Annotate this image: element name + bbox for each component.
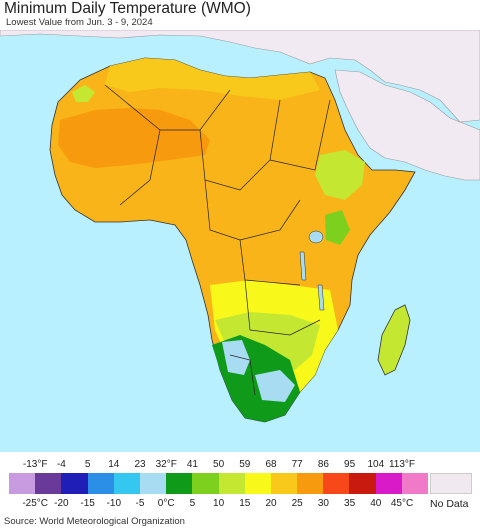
celsius-tick-label: -20 [54,498,69,509]
sahara-region [105,58,320,100]
fahrenheit-tick-label: 86 [317,459,329,470]
cold-south-africa [255,370,295,402]
celsius-tick-label: 45°C [390,498,414,509]
fahrenheit-tick-label: 95 [344,459,356,470]
color-scale-bar [9,473,428,494]
madagascar [377,304,411,376]
fahrenheit-tick-label: 23 [134,459,146,470]
legend-swatch [349,473,376,494]
fahrenheit-tick-label: 59 [239,459,251,470]
fahrenheit-tick-label: 41 [186,459,198,470]
celsius-tick-label: -25°C [22,498,49,509]
no-data-label: No Data [430,498,469,510]
legend-swatch [401,473,428,494]
legend-swatch [87,473,114,494]
fahrenheit-tick-label: -4 [56,459,66,470]
europe-landmass [0,30,480,123]
cooler-atlas [72,85,95,102]
celsius-tick-label: 5 [189,498,196,509]
fahrenheit-tick-label: 14 [108,459,120,470]
legend-swatch [61,473,88,494]
legend-swatch [9,473,36,494]
map-title: Minimum Daily Temperature (WMO) [4,0,251,17]
celsius-tick-label: 20 [265,498,277,509]
fahrenheit-tick-label: 5 [84,459,91,470]
legend-swatch [270,473,298,494]
map-subtitle: Lowest Value from Jun. 3 - 9, 2024 [6,17,153,28]
legend-swatch [218,473,245,494]
legend-swatch [113,473,140,494]
celsius-tick-label: 35 [344,498,356,509]
kenya-highlands [325,210,350,245]
celsius-tick-label: 15 [239,498,251,509]
celsius-tick-label: 0°C [157,498,175,509]
celsius-tick-label: 40 [370,498,382,509]
source-credit: Source: World Meteorological Organizatio… [4,516,185,527]
cold-namibia [222,340,250,375]
arabia-landmass [334,69,480,181]
ethiopia-highlands [315,150,365,200]
lake-victoria [308,230,324,244]
celsius-tick-label: 30 [317,498,329,509]
legend-swatch [139,473,167,494]
celsius-tick-label: -5 [135,498,145,509]
fahrenheit-tick-label: 50 [213,459,225,470]
fahrenheit-tick-label: 104 [367,459,385,470]
warm-west-sahara [58,108,210,168]
legend-swatch [166,473,193,494]
fahrenheit-tick-label: 113°F [388,459,416,470]
celsius-tick-label: 25 [291,498,303,509]
legend-swatch [323,473,350,494]
legend-swatch [35,473,62,494]
legend-swatch [244,473,271,494]
country-borders [104,84,331,396]
legend-swatch [297,473,324,494]
legend-swatch [375,473,402,494]
celsius-tick-label: -15 [80,498,95,509]
fahrenheit-tick-label: 77 [291,459,303,470]
africa-temperature-map [0,30,480,452]
lake-tanganyika [299,251,307,281]
fahrenheit-tick-label: -13°F [22,459,48,470]
legend-swatch [192,473,219,494]
fahrenheit-tick-label: 68 [265,459,277,470]
celsius-tick-label: -10 [106,498,122,509]
fahrenheit-tick-label: 32°F [155,459,177,470]
celsius-tick-label: 10 [213,498,225,509]
lake-malawi [317,284,325,311]
no-data-swatch [430,473,472,494]
map-canvas [0,30,480,452]
